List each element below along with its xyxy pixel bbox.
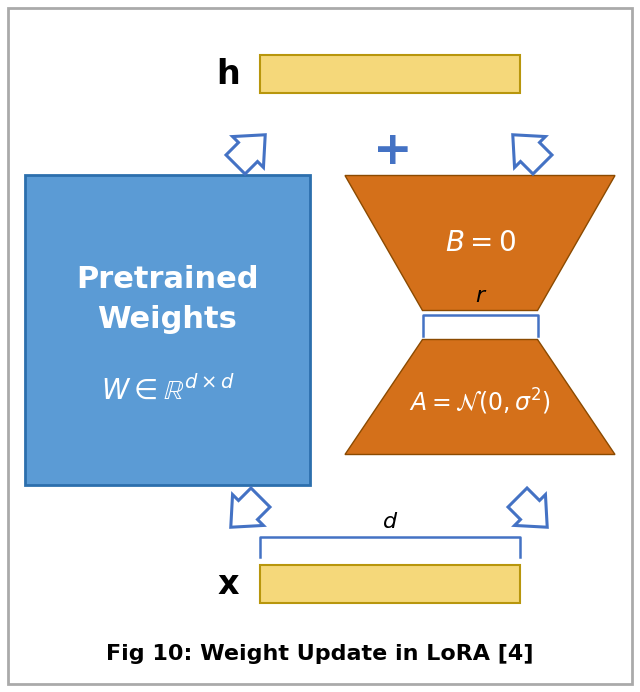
Text: $B = 0$: $B = 0$ [445,229,515,257]
Polygon shape [508,488,547,527]
Polygon shape [231,488,270,527]
Polygon shape [25,175,310,485]
Polygon shape [345,176,615,311]
Text: $W \in \mathbb{R}^{d\times d}$: $W \in \mathbb{R}^{d\times d}$ [100,375,234,405]
Text: h: h [216,57,240,91]
Polygon shape [513,135,552,174]
Text: Fig 10: Weight Update in LoRA [4]: Fig 10: Weight Update in LoRA [4] [106,644,534,664]
Text: x: x [217,567,239,601]
Text: $A = \mathcal{N}(0,\sigma^2)$: $A = \mathcal{N}(0,\sigma^2)$ [409,387,551,417]
FancyBboxPatch shape [8,8,632,684]
Polygon shape [345,340,615,455]
Text: Pretrained: Pretrained [76,266,259,295]
Polygon shape [226,135,265,174]
Polygon shape [260,55,520,93]
Text: Weights: Weights [97,305,237,334]
Text: $\mathbf{+}$: $\mathbf{+}$ [372,129,408,174]
Polygon shape [260,565,520,603]
Text: r: r [476,286,484,307]
Text: d: d [383,512,397,532]
